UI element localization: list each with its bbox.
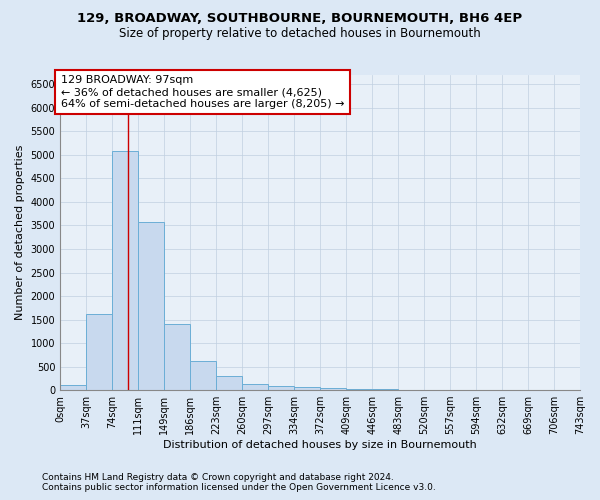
Bar (268, 386, 294, 390)
Text: 129, BROADWAY, SOUTHBOURNE, BOURNEMOUTH, BH6 4EP: 129, BROADWAY, SOUTHBOURNE, BOURNEMOUTH,… (77, 12, 523, 26)
Bar (346, 388, 372, 390)
Bar (86, 314, 112, 390)
Bar (164, 324, 190, 390)
Bar (112, 152, 138, 390)
Bar (372, 388, 398, 390)
Text: Size of property relative to detached houses in Bournemouth: Size of property relative to detached ho… (119, 28, 481, 40)
Bar (242, 384, 268, 390)
Text: 129 BROADWAY: 97sqm
← 36% of detached houses are smaller (4,625)
64% of semi-det: 129 BROADWAY: 97sqm ← 36% of detached ho… (61, 76, 344, 108)
Bar (216, 376, 242, 390)
Bar (60, 386, 86, 390)
Text: Contains public sector information licensed under the Open Government Licence v3: Contains public sector information licen… (42, 484, 436, 492)
X-axis label: Distribution of detached houses by size in Bournemouth: Distribution of detached houses by size … (163, 440, 477, 450)
Bar (190, 360, 216, 390)
Bar (320, 388, 346, 390)
Y-axis label: Number of detached properties: Number of detached properties (15, 145, 25, 320)
Bar (138, 222, 164, 390)
Text: Contains HM Land Registry data © Crown copyright and database right 2024.: Contains HM Land Registry data © Crown c… (42, 474, 394, 482)
Bar (294, 388, 320, 390)
